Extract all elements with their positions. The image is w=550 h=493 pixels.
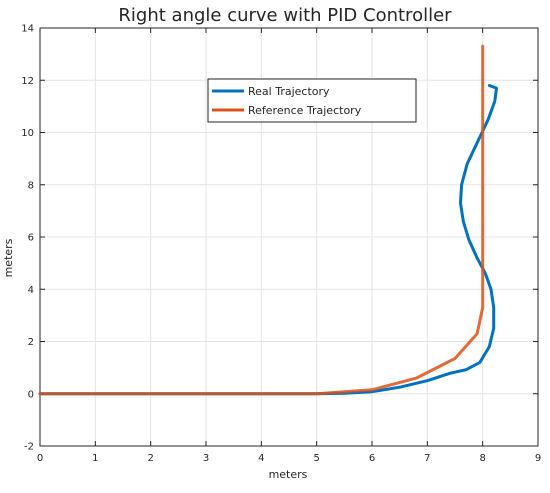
y-axis-label: meters	[2, 238, 15, 277]
x-tick-label: 2	[147, 453, 153, 464]
chart-title: Right angle curve with PID Controller	[118, 5, 452, 26]
series-lines	[38, 44, 498, 396]
y-tick-label: -2	[24, 442, 34, 453]
x-tick-label: 7	[424, 453, 430, 464]
x-tick-label: 9	[535, 453, 541, 464]
y-tick-label: 0	[28, 389, 34, 400]
y-tick-label: 14	[21, 24, 34, 35]
y-tick-label: 6	[28, 233, 34, 244]
series-line-real-trajectory	[38, 84, 498, 396]
legend-box	[207, 78, 417, 123]
series-line-reference-trajectory	[38, 44, 485, 396]
legend-label-real-trajectory: Real Trajectory	[248, 85, 330, 98]
x-tick-label: 3	[203, 453, 209, 464]
legend: Real Trajectory Reference Trajectory	[207, 78, 417, 123]
y-tick-label: 2	[28, 337, 34, 348]
x-axis-label: meters	[269, 468, 308, 481]
y-tick-label: 10	[21, 128, 34, 139]
x-axis-ticks: 0 1 2 3 4 5 6 7 8 9	[37, 28, 541, 464]
y-tick-label: 4	[28, 285, 34, 296]
x-tick-label: 5	[313, 453, 319, 464]
x-tick-label: 1	[92, 453, 98, 464]
y-tick-label: 12	[21, 76, 34, 87]
x-tick-label: 4	[258, 453, 264, 464]
x-tick-label: 0	[37, 453, 43, 464]
legend-label-reference-trajectory: Reference Trajectory	[248, 104, 362, 117]
y-tick-label: 8	[28, 180, 34, 191]
x-tick-label: 8	[479, 453, 485, 464]
x-tick-label: 6	[369, 453, 375, 464]
